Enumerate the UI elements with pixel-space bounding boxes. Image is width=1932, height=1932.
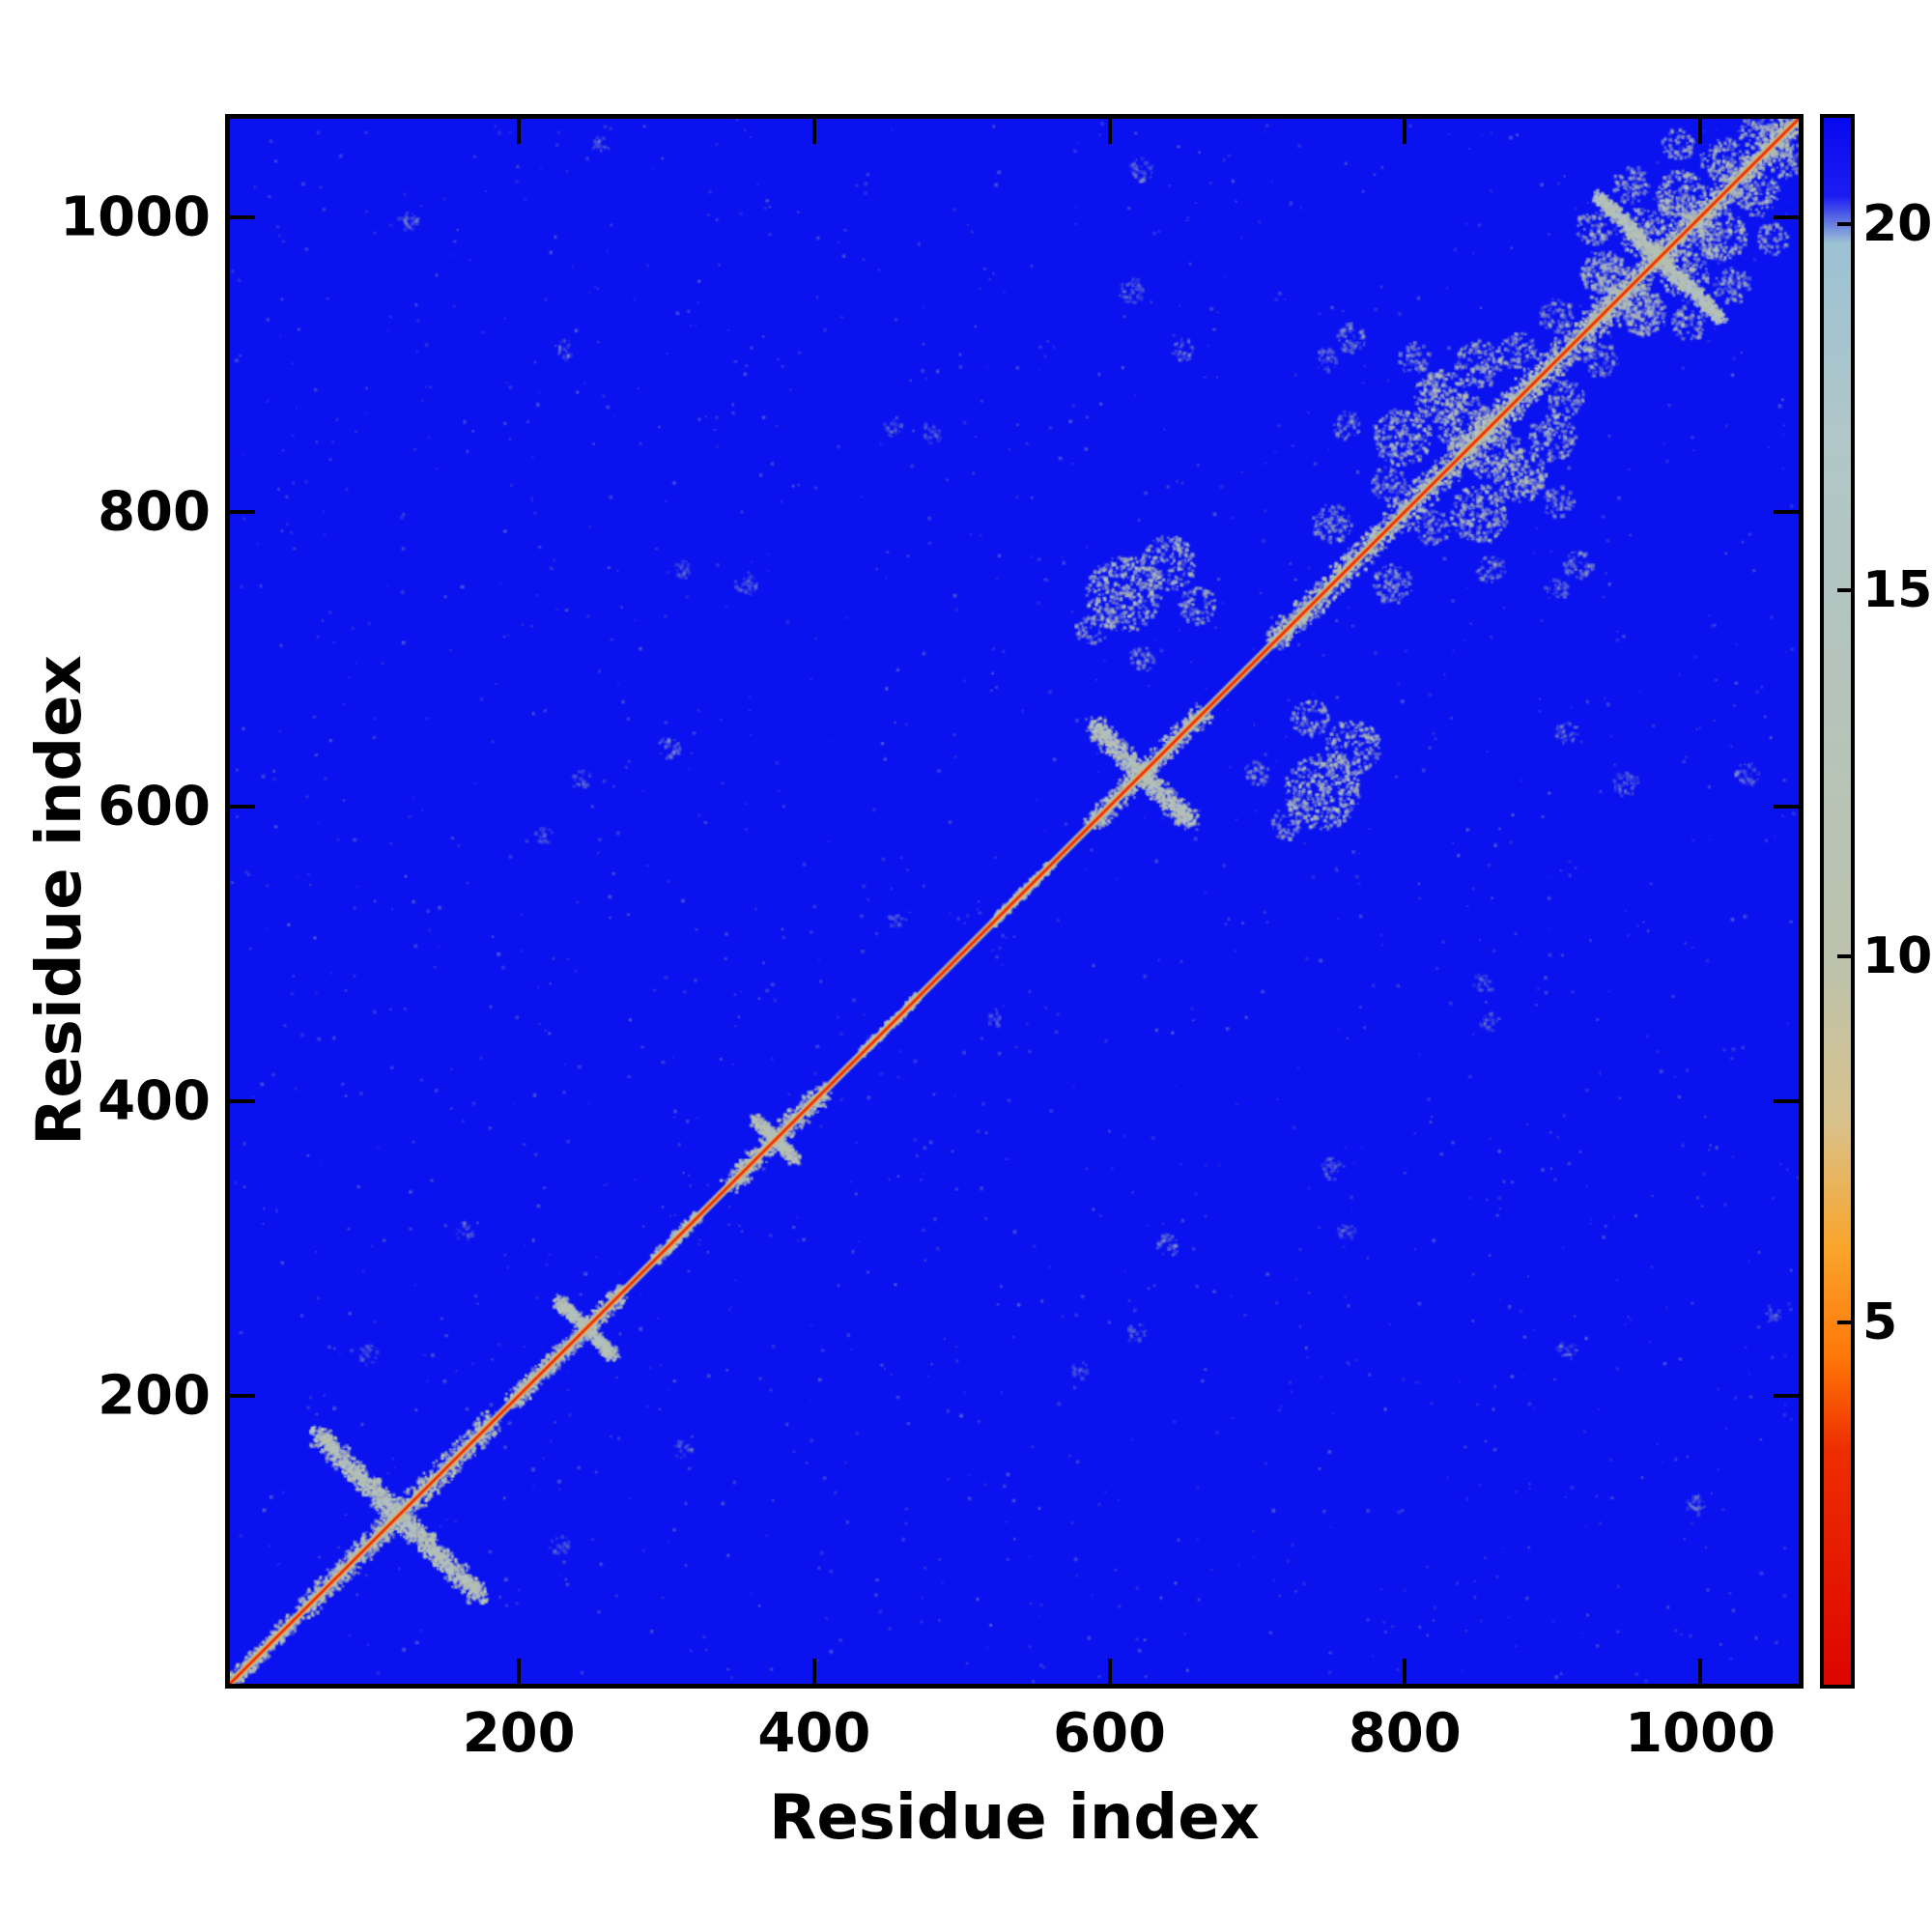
x-tick-label: 800 — [1348, 1702, 1462, 1765]
colorbar-gradient — [1824, 118, 1851, 1685]
colorbar-tick-label: 15 — [1862, 560, 1932, 619]
colorbar — [1820, 114, 1855, 1689]
heatmap-canvas — [230, 119, 1799, 1684]
x-axis-label: Residue index — [769, 1782, 1260, 1854]
x-tick-label: 1000 — [1625, 1702, 1776, 1765]
x-tick-label: 400 — [757, 1702, 871, 1765]
y-tick-label: 800 — [98, 480, 211, 544]
y-tick-label: 400 — [98, 1069, 211, 1133]
colorbar-tick-label: 10 — [1862, 926, 1932, 985]
y-tick-label: 600 — [98, 775, 211, 838]
colorbar-tick-label: 5 — [1862, 1293, 1898, 1351]
heatmap-plot — [225, 114, 1804, 1689]
y-tick-label: 1000 — [60, 185, 211, 249]
x-tick-label: 200 — [462, 1702, 576, 1765]
x-tick-label: 600 — [1053, 1702, 1167, 1765]
colorbar-tick-label: 20 — [1862, 194, 1932, 253]
y-axis-label: Residue index — [24, 655, 96, 1146]
y-tick-label: 200 — [98, 1364, 211, 1428]
